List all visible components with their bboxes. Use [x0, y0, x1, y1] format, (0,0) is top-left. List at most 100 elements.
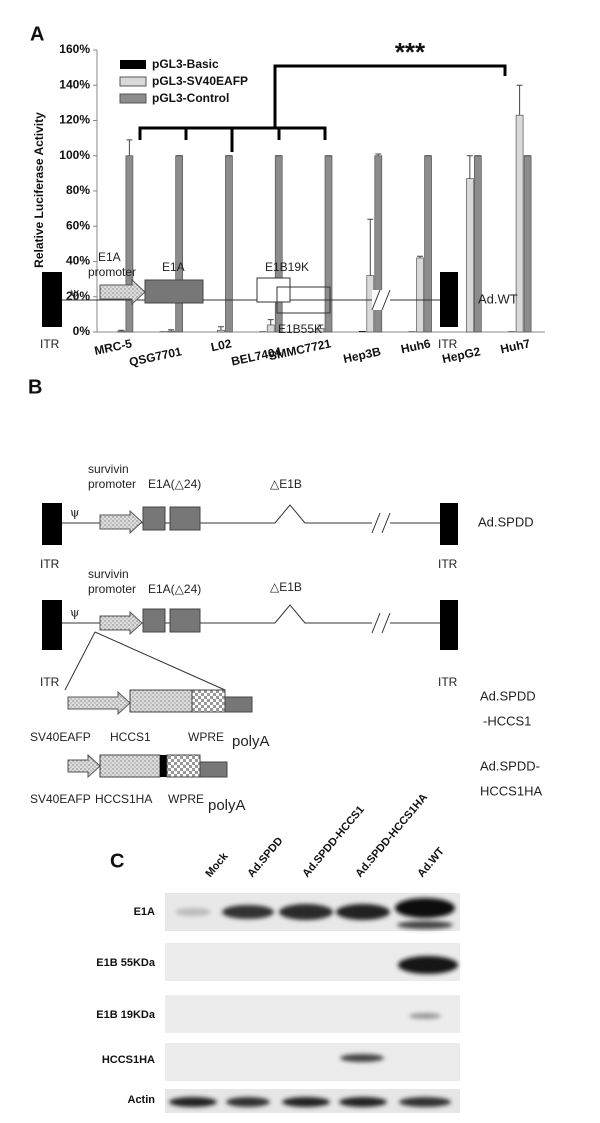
- error-bar: [417, 255, 424, 258]
- itr-label: ITR: [40, 675, 60, 689]
- error-bar: [516, 84, 523, 116]
- hccs1ha-box: [99, 754, 161, 778]
- bar: [309, 331, 316, 332]
- legend-swatch: [119, 93, 147, 104]
- promoter-label: survivin: [88, 462, 129, 476]
- promoter: [99, 610, 143, 636]
- wpre-box: [191, 689, 226, 713]
- bar: [167, 330, 176, 333]
- bar: [523, 155, 532, 333]
- itr-label: ITR: [40, 337, 60, 351]
- bar: [274, 155, 283, 333]
- y-tick-label: 60%: [66, 218, 90, 232]
- y-tick-label: 120%: [59, 113, 90, 127]
- e1a-box: [142, 608, 166, 633]
- bar: [217, 329, 225, 333]
- diagram-b: B ψ E1A promoter E1A E1B19K E1B55K Ad.WT…: [28, 250, 542, 814]
- lane-label: Mock: [203, 850, 231, 880]
- itr: [440, 272, 458, 327]
- itr: [42, 600, 62, 650]
- legend-label: pGL3-Basic: [152, 57, 219, 71]
- y-axis-label: Relative Luciferase Activity: [32, 112, 46, 268]
- part-label: SV40EAFP: [30, 730, 91, 744]
- panel-label: B: [28, 376, 42, 398]
- bar: [358, 331, 366, 332]
- itr: [440, 600, 458, 650]
- error-bar: [217, 326, 224, 331]
- break-mark: [371, 512, 391, 534]
- bar: [125, 155, 134, 333]
- bar: [416, 257, 424, 333]
- part-label: WPRE: [188, 730, 224, 744]
- blot-c: C Mock Ad.SPDD Ad.SPDD-HCCS1 Ad.SPDD-HCC…: [96, 792, 460, 1113]
- hccs1-box: [129, 689, 193, 713]
- itr: [440, 503, 458, 545]
- panel-label: C: [110, 850, 124, 872]
- itr-label: ITR: [438, 337, 458, 351]
- bar: [159, 331, 167, 332]
- row-label: Actin: [128, 1094, 156, 1106]
- row-label: E1B 19KDa: [96, 1009, 156, 1021]
- e1a-box: [142, 506, 166, 531]
- annotation: ***: [395, 37, 426, 67]
- construct-name: -HCCS1: [483, 713, 531, 728]
- itr: [42, 503, 62, 545]
- gap: [372, 290, 390, 310]
- panel-label: A: [30, 23, 44, 45]
- deletion-label: △E1B: [270, 477, 302, 491]
- promoter-label: survivin: [88, 567, 129, 581]
- y-tick-label: 100%: [59, 148, 90, 162]
- gene-label: E1B19K: [265, 260, 309, 274]
- part-label: SV40EAFP: [30, 792, 91, 806]
- y-tick-label: 80%: [66, 183, 90, 197]
- construct-name: HCCS1HA: [480, 783, 542, 798]
- promoter-label: promoter: [88, 265, 136, 279]
- part-label: polyA: [208, 797, 246, 814]
- gene-label: E1A(△24): [148, 477, 201, 491]
- polya-box: [224, 696, 253, 713]
- error-bar: [267, 319, 274, 325]
- error-bar: [367, 218, 374, 276]
- blot-strip: [165, 1043, 460, 1081]
- error-bar: [126, 139, 133, 156]
- lane-label: Ad.SPDD: [245, 835, 285, 880]
- gene-label: E1A(△24): [148, 582, 201, 596]
- row-label: E1A: [134, 906, 155, 918]
- part-label: WPRE: [168, 792, 204, 806]
- y-tick-label: 20%: [66, 289, 90, 303]
- promoter: [99, 509, 143, 535]
- error-bar: [168, 329, 175, 332]
- lane-label: Ad.SPDD-HCCS1HA: [353, 792, 430, 880]
- psi: ψ: [70, 506, 79, 520]
- x-tick-label: Huh7: [499, 336, 532, 356]
- psi: ψ: [70, 286, 79, 300]
- gap: [372, 513, 390, 533]
- bar: [508, 331, 516, 332]
- bar: [324, 155, 333, 333]
- break-mark: [371, 612, 391, 634]
- wpre-box: [166, 754, 201, 778]
- gene-label: E1A: [162, 260, 185, 274]
- itr: [42, 272, 62, 327]
- construct-name: Ad.WT: [478, 291, 518, 306]
- y-tick-label: 140%: [59, 77, 90, 91]
- polya-box: [199, 761, 228, 778]
- construct-name: Ad.SPDD: [480, 688, 536, 703]
- promoter: [99, 278, 146, 306]
- itr-label: ITR: [438, 557, 458, 571]
- part-label: HCCS1: [110, 730, 151, 744]
- y-tick-label: 40%: [66, 254, 90, 268]
- error-bar: [466, 155, 473, 179]
- itr-label: ITR: [438, 675, 458, 689]
- bar: [424, 155, 432, 333]
- legend-swatch: [119, 76, 147, 87]
- gap: [372, 613, 390, 633]
- genome-line: [62, 504, 440, 524]
- legend-label: pGL3-Control: [152, 91, 229, 105]
- ha-tag: [160, 755, 167, 777]
- y-tick-label: 160%: [59, 42, 90, 56]
- promoter-label: promoter: [88, 582, 136, 596]
- chart-a: A Relative Luciferase Activity *** 0% 20%…: [30, 23, 545, 369]
- psi: ψ: [70, 606, 79, 620]
